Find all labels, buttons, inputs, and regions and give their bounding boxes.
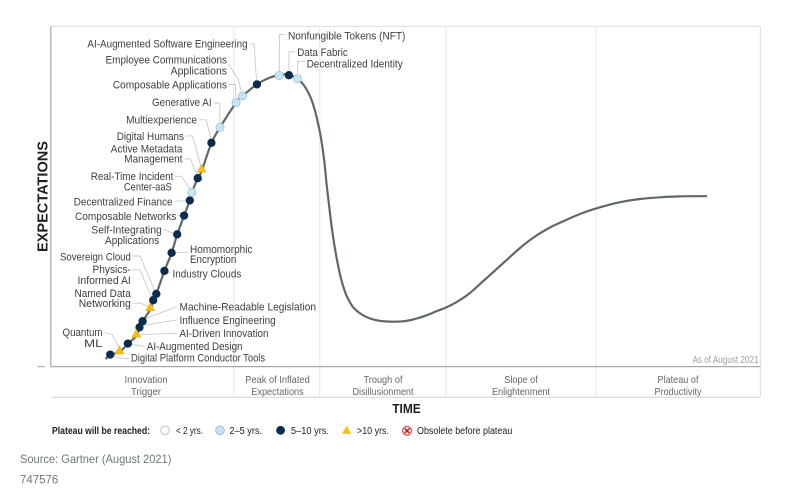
svg-text:Data Fabric: Data Fabric bbox=[297, 47, 348, 59]
svg-text:Enlightenment: Enlightenment bbox=[492, 387, 550, 398]
svg-text:Management: Management bbox=[124, 154, 182, 166]
svg-text:Composable Networks: Composable Networks bbox=[75, 211, 176, 223]
svg-text:Plateau will be reached:: Plateau will be reached: bbox=[52, 426, 150, 437]
svg-text:Named Data: Named Data bbox=[75, 288, 131, 300]
svg-text:Homomorphic: Homomorphic bbox=[190, 244, 253, 256]
svg-text:Disillusionment: Disillusionment bbox=[353, 387, 414, 398]
svg-text:Innovation: Innovation bbox=[125, 375, 168, 386]
svg-text:Applications: Applications bbox=[171, 65, 227, 77]
svg-text:Real-Time Incident: Real-Time Incident bbox=[91, 171, 174, 183]
svg-text:Industry Clouds: Industry Clouds bbox=[173, 268, 242, 280]
svg-text:Productivity: Productivity bbox=[655, 387, 703, 398]
svg-text:EXPECTATIONS: EXPECTATIONS bbox=[36, 141, 52, 252]
svg-text:Trigger: Trigger bbox=[131, 387, 162, 398]
svg-text:747576: 747576 bbox=[20, 474, 58, 487]
svg-text:Self-Integrating: Self-Integrating bbox=[91, 225, 162, 237]
svg-text:Slope of: Slope of bbox=[504, 375, 538, 386]
svg-text:Composable Applications: Composable Applications bbox=[113, 80, 227, 92]
svg-text:Source: Gartner (August 2021): Source: Gartner (August 2021) bbox=[20, 453, 172, 466]
svg-text:Trough of: Trough of bbox=[364, 375, 403, 386]
svg-text:Decentralized Finance: Decentralized Finance bbox=[74, 197, 173, 209]
svg-text:ML: ML bbox=[84, 338, 103, 350]
svg-text:As of August 2021: As of August 2021 bbox=[693, 355, 759, 366]
svg-text:Networking: Networking bbox=[79, 298, 131, 310]
svg-text:Applications: Applications bbox=[105, 235, 159, 247]
svg-text:Encryption: Encryption bbox=[190, 254, 236, 266]
svg-text:< 2 yrs.: < 2 yrs. bbox=[176, 426, 203, 437]
svg-text:Decentralized Identity: Decentralized Identity bbox=[307, 58, 404, 70]
svg-text:5–10 yrs.: 5–10 yrs. bbox=[291, 426, 329, 437]
svg-text:Digital Humans: Digital Humans bbox=[117, 131, 184, 143]
svg-text:>10 yrs.: >10 yrs. bbox=[357, 426, 389, 437]
svg-text:Influence Engineering: Influence Engineering bbox=[180, 315, 276, 327]
svg-text:TIME: TIME bbox=[392, 401, 421, 416]
svg-text:Obsolete before plateau: Obsolete before plateau bbox=[417, 426, 512, 437]
svg-text:Peak of Inflated: Peak of Inflated bbox=[245, 375, 310, 386]
svg-text:Nonfungible Tokens (NFT): Nonfungible Tokens (NFT) bbox=[288, 30, 405, 42]
svg-text:AI-Augmented Design: AI-Augmented Design bbox=[147, 341, 243, 353]
svg-text:Active Metadata: Active Metadata bbox=[111, 143, 183, 155]
svg-text:Physics-: Physics- bbox=[93, 264, 132, 276]
svg-text:Plateau of: Plateau of bbox=[658, 375, 699, 386]
svg-text:Center-aaS: Center-aaS bbox=[124, 181, 172, 193]
svg-text:Machine-Readable Legislation: Machine-Readable Legislation bbox=[180, 302, 317, 314]
svg-text:Generative AI: Generative AI bbox=[152, 97, 212, 109]
svg-text:Informed AI: Informed AI bbox=[78, 275, 131, 287]
svg-text:Multiexperience: Multiexperience bbox=[126, 114, 197, 126]
svg-text:Expectations: Expectations bbox=[251, 387, 304, 398]
svg-text:Digital Platform Conductor Too: Digital Platform Conductor Tools bbox=[131, 353, 265, 365]
svg-text:Quantum: Quantum bbox=[63, 327, 103, 339]
svg-text:AI-Driven Innovation: AI-Driven Innovation bbox=[180, 328, 269, 340]
svg-text:Sovereign Cloud: Sovereign Cloud bbox=[60, 252, 131, 264]
svg-text:2–5 yrs.: 2–5 yrs. bbox=[230, 426, 263, 437]
svg-text:AI-Augmented Software Engineer: AI-Augmented Software Engineering bbox=[87, 39, 247, 51]
svg-text:Employee Communications: Employee Communications bbox=[106, 55, 228, 67]
